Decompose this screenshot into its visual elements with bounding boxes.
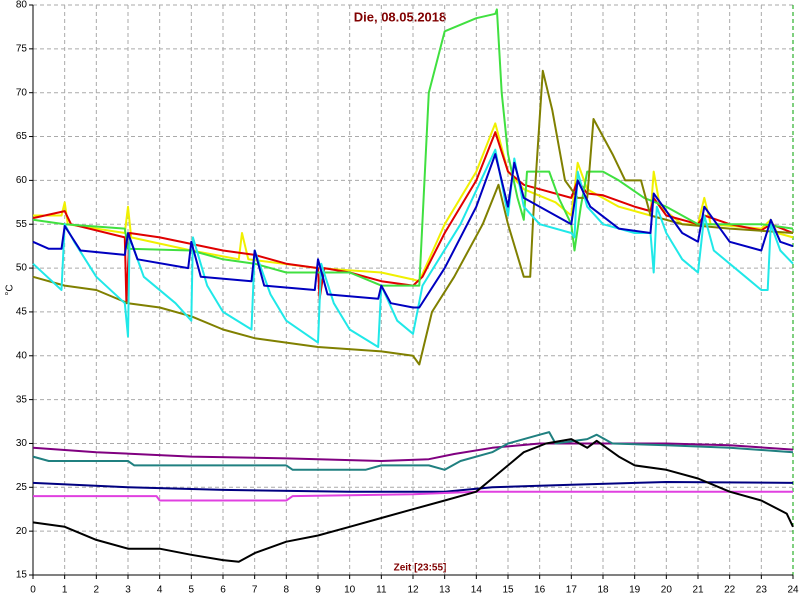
y-tick-label: 40: [16, 350, 28, 361]
y-tick-label: 15: [16, 570, 28, 581]
data-line: [32, 148, 794, 348]
x-tick-label: 5: [189, 585, 195, 596]
x-tick-label: 11: [376, 585, 387, 596]
x-tick-label: 9: [315, 585, 321, 596]
data-line: [32, 431, 794, 471]
x-tick-label: 6: [220, 585, 226, 596]
x-tick-label: 0: [30, 585, 36, 596]
y-tick-label: 35: [16, 394, 28, 405]
x-tick-label: 22: [724, 585, 736, 596]
x-tick-label: 18: [597, 585, 609, 596]
y-tick-label: 55: [16, 219, 28, 230]
chart-title: Die, 08.05.2018: [354, 9, 447, 24]
x-tick-label: 15: [502, 585, 514, 596]
x-tick-label: 21: [692, 585, 704, 596]
data-line: [32, 481, 794, 493]
y-tick-label: 65: [16, 131, 28, 142]
x-tick-label: 10: [344, 585, 356, 596]
x-tick-label: 19: [629, 585, 641, 596]
x-tick-label: 12: [407, 585, 419, 596]
data-line: [32, 442, 794, 462]
y-tick-label: 70: [16, 87, 28, 98]
x-tick-label: 3: [125, 585, 131, 596]
y-tick-label: 25: [16, 482, 28, 493]
y-tick-label: 20: [16, 526, 28, 537]
x-tick-label: 2: [94, 585, 100, 596]
data-line: [33, 490, 793, 502]
y-axis-label: °C: [5, 284, 16, 295]
x-tick-label: 7: [252, 585, 258, 596]
y-tick-label: 50: [16, 263, 28, 274]
y-tick-label: 45: [16, 307, 28, 318]
x-tick-label: 17: [566, 585, 578, 596]
x-tick-label: 20: [661, 585, 673, 596]
y-tick-label: 60: [16, 175, 28, 186]
x-tick-label: 4: [157, 585, 163, 596]
y-tick-label: 80: [16, 0, 28, 11]
x-tick-label: 13: [439, 585, 451, 596]
x-tick-label: 14: [471, 585, 483, 596]
data-line: [32, 153, 794, 309]
y-tick-label: 75: [16, 43, 28, 54]
x-tick-label: 16: [534, 585, 546, 596]
x-axis-label: Zeit [23:55]: [394, 563, 447, 574]
data-line: [32, 8, 794, 287]
x-tick-label: 23: [756, 585, 768, 596]
x-tick-label: 8: [284, 585, 290, 596]
y-tick-label: 30: [16, 438, 28, 449]
data-line: [32, 131, 794, 305]
x-tick-label: 24: [787, 585, 799, 596]
x-tick-label: 1: [62, 585, 68, 596]
data-line: [32, 69, 794, 366]
data-line: [32, 438, 794, 563]
